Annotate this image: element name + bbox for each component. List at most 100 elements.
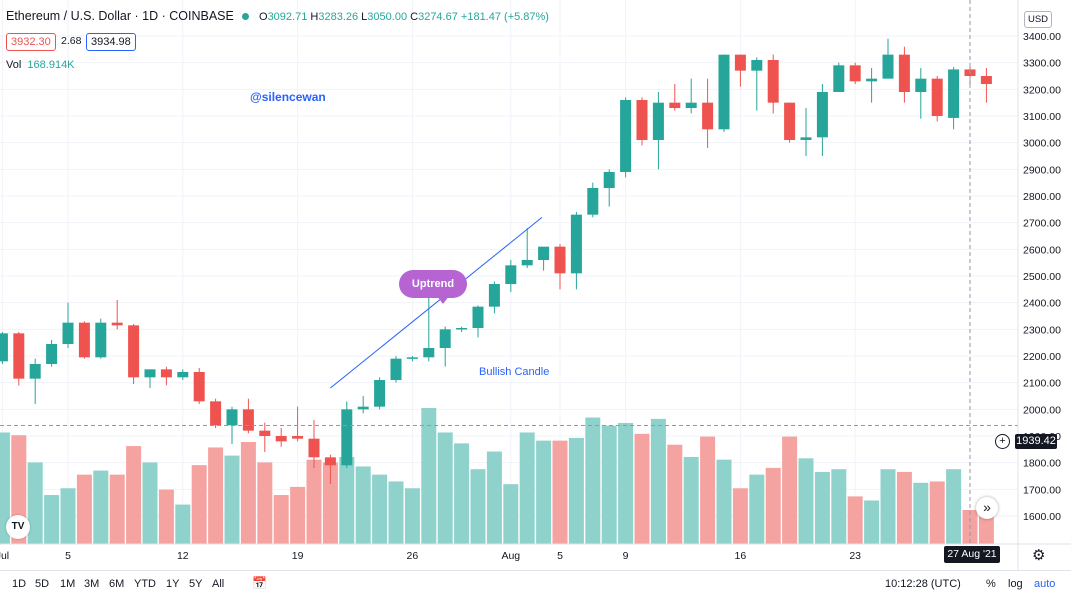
time-tick-label: 9 — [623, 550, 629, 562]
candle-body — [111, 322, 123, 326]
price-tick-label: 3200.00 — [1023, 84, 1061, 96]
tradingview-logo[interactable]: TV — [6, 515, 30, 539]
high-label: H — [310, 11, 319, 23]
candle-body — [472, 306, 484, 328]
timeframe-ytd[interactable]: YTD — [134, 578, 156, 590]
candle-body — [46, 344, 58, 364]
candle-body — [242, 409, 254, 431]
crosshair-price-label: 1939.42 — [1015, 434, 1057, 449]
candle-body — [193, 372, 205, 402]
price-chart[interactable]: 1600.001700.001800.001900.002000.002100.… — [0, 0, 1071, 570]
candle-body — [570, 214, 582, 274]
candle-body — [866, 78, 878, 82]
bullish-candle-label[interactable]: Bullish Candle — [479, 366, 550, 378]
timeframe-1d[interactable]: 1D — [12, 578, 27, 590]
double-chevron-right-icon[interactable]: » — [976, 497, 998, 519]
log-toggle[interactable]: log — [1008, 578, 1023, 590]
candle-body — [767, 60, 779, 103]
candles — [0, 38, 992, 484]
candle-body — [915, 78, 927, 92]
bottom-toolbar: 1D 5D 1M 3M 6M YTD 1Y 5Y All 📅 10:12:28 … — [0, 570, 1071, 599]
volume-bar — [273, 495, 289, 544]
percent-toggle[interactable]: % — [986, 578, 996, 590]
time-tick-label: 5 — [65, 550, 71, 562]
candle-body — [669, 102, 681, 108]
volume-bar — [437, 432, 453, 544]
time-tick-label: 19 — [292, 550, 304, 562]
candle-body — [275, 436, 287, 442]
volume-bar — [306, 459, 322, 544]
utc-clock[interactable]: 10:12:28 (UTC) — [885, 578, 961, 590]
candle-body — [62, 322, 74, 344]
volume-bar — [208, 447, 224, 544]
volume-bar — [158, 489, 174, 544]
time-axis[interactable]: Jul 5 12 19 26 Aug 5 9 16 23 — [0, 550, 861, 562]
uptrend-line[interactable] — [330, 216, 543, 389]
volume-bar — [634, 433, 650, 544]
price-tick-label: 3400.00 — [1023, 31, 1061, 43]
change-value: +181.47 (+5.87%) — [460, 11, 549, 23]
uptrend-callout[interactable]: Uptrend — [399, 270, 467, 298]
candle-body — [800, 137, 812, 140]
volume-bar — [257, 462, 273, 544]
spread-value: 2.68 — [61, 35, 82, 47]
price-tick-label: 1700.00 — [1023, 484, 1061, 496]
volume-bar — [814, 471, 830, 544]
candle-body — [898, 54, 910, 92]
price-tick-label: 2300.00 — [1023, 324, 1061, 336]
candle-body — [849, 65, 861, 82]
auto-toggle[interactable]: auto — [1034, 578, 1056, 590]
price-axis[interactable]: 1600.001700.001800.001900.002000.002100.… — [1023, 31, 1061, 523]
volume-bar — [749, 474, 765, 544]
volume-bar — [60, 488, 76, 544]
gear-icon[interactable]: ⚙ — [1032, 547, 1046, 564]
timeframe-6m[interactable]: 6M — [109, 578, 125, 590]
price-tick-label: 3000.00 — [1023, 138, 1061, 150]
volume-bar — [454, 443, 470, 544]
candle-body — [210, 401, 222, 426]
price-tick-label: 2100.00 — [1023, 378, 1061, 390]
volume-bar — [27, 462, 43, 544]
price-tick-label: 2700.00 — [1023, 218, 1061, 230]
candle-body — [177, 372, 189, 378]
price-tick-label: 3100.00 — [1023, 111, 1061, 123]
volume-bar — [946, 469, 962, 544]
candle-body — [341, 409, 353, 466]
sell-price-button[interactable]: 3932.30 — [6, 33, 56, 51]
volume-bar — [536, 440, 552, 544]
time-tick-label: 16 — [735, 550, 747, 562]
timeframe-5y[interactable]: 5Y — [189, 578, 203, 590]
plus-circle-icon[interactable]: + — [995, 434, 1010, 449]
low-value: 3050.00 — [367, 11, 408, 23]
timeframe-1m[interactable]: 1M — [60, 578, 76, 590]
time-tick-label: Aug — [501, 550, 520, 562]
volume-bar — [142, 462, 158, 544]
timeframe-3m[interactable]: 3M — [84, 578, 100, 590]
symbol-title[interactable]: Ethereum / U.S. Dollar · 1D · COINBASE — [6, 9, 234, 23]
calendar-range-icon[interactable]: 📅 — [252, 576, 267, 590]
candle-body — [702, 102, 714, 130]
volume-bar — [93, 470, 109, 544]
candle-body — [324, 457, 336, 466]
volume-bar — [372, 474, 388, 544]
price-tick-label: 2800.00 — [1023, 191, 1061, 203]
volume-bar — [404, 488, 420, 544]
price-tick-label: 3300.00 — [1023, 58, 1061, 70]
buy-price-button[interactable]: 3934.98 — [86, 33, 136, 51]
candle-body — [734, 54, 746, 71]
candle-body — [0, 333, 8, 362]
candle-body — [882, 54, 894, 79]
volume-bar — [798, 458, 814, 544]
time-tick-label: Jul — [0, 550, 9, 562]
timeframe-all[interactable]: All — [212, 578, 225, 590]
timeframe-1y[interactable]: 1Y — [166, 578, 180, 590]
candle-body — [784, 102, 796, 140]
candle-body — [751, 60, 763, 71]
timeframe-5d[interactable]: 5D — [35, 578, 50, 590]
price-tick-label: 2200.00 — [1023, 351, 1061, 363]
candle-body — [95, 322, 107, 358]
candle-body — [439, 329, 451, 348]
candle-body — [652, 102, 664, 140]
candle-body — [226, 409, 238, 426]
currency-selector[interactable]: USD — [1024, 11, 1052, 28]
